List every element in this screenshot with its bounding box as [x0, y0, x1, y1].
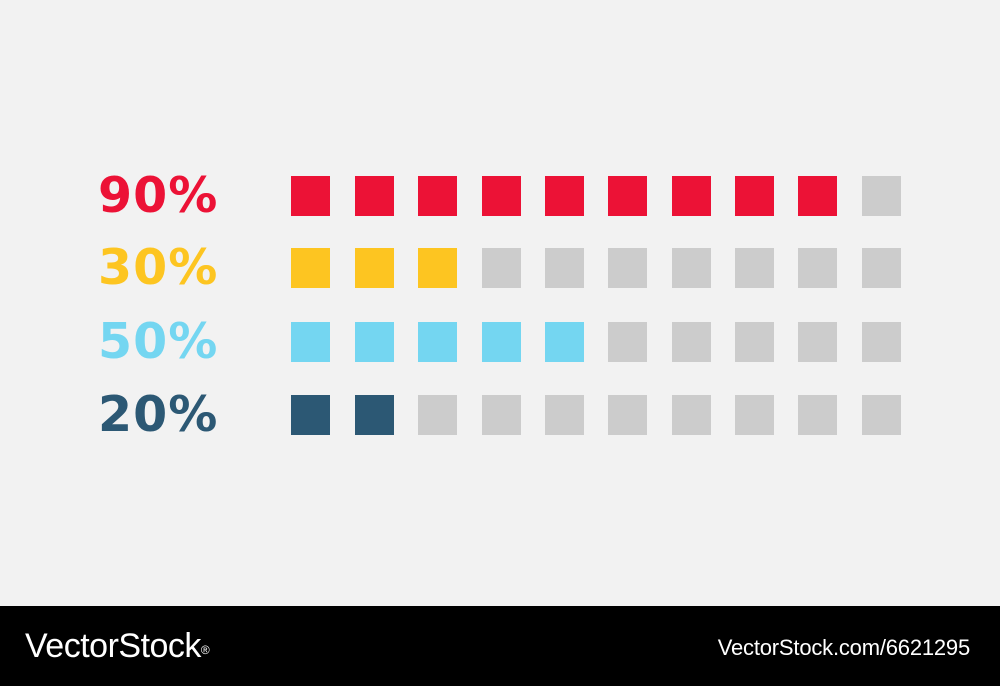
brand-name: VectorStock	[25, 627, 201, 665]
unit-square-filled	[418, 176, 457, 216]
unit-square-filled	[672, 176, 711, 216]
unit-square-empty	[482, 395, 521, 435]
unit-square-filled	[291, 322, 330, 362]
unit-square-empty	[862, 176, 901, 216]
unit-square-filled	[291, 248, 330, 288]
unit-square-filled	[355, 322, 394, 362]
image-id-url: VectorStock.com/6621295	[717, 635, 970, 660]
chart-row: 50%	[0, 316, 1000, 368]
unit-square-empty	[735, 322, 774, 362]
unit-square-empty	[735, 395, 774, 435]
watermark-footer: VectorStock® VectorStock.com/6621295	[0, 606, 1000, 686]
unit-square-empty	[735, 248, 774, 288]
unit-square-filled	[355, 248, 394, 288]
percentage-label: 50%	[98, 313, 219, 370]
unit-square-empty	[608, 248, 647, 288]
unit-square-empty	[672, 322, 711, 362]
chart-row: 30%	[0, 242, 1000, 294]
unit-square-filled	[545, 176, 584, 216]
unit-square-filled	[608, 176, 647, 216]
registered-mark: ®	[200, 643, 210, 657]
percentage-label: 30%	[98, 239, 219, 296]
unit-square-filled	[798, 176, 837, 216]
unit-square-empty	[798, 248, 837, 288]
unit-square-empty	[862, 395, 901, 435]
unit-square-empty	[545, 248, 584, 288]
unit-square-filled	[355, 176, 394, 216]
unit-square-filled	[482, 322, 521, 362]
unit-square-empty	[608, 395, 647, 435]
unit-square-empty	[672, 395, 711, 435]
unit-square-filled	[482, 176, 521, 216]
unit-square-empty	[482, 248, 521, 288]
unit-square-filled	[735, 176, 774, 216]
unit-square-empty	[798, 322, 837, 362]
chart-row: 90%	[0, 170, 1000, 222]
unit-square-filled	[355, 395, 394, 435]
vectorstock-logo: VectorStock®	[25, 626, 210, 666]
unit-square-empty	[862, 248, 901, 288]
unit-square-filled	[291, 176, 330, 216]
percentage-label: 90%	[98, 167, 219, 224]
unit-square-empty	[672, 248, 711, 288]
percentage-infographic: 90% 30% 50% 20%	[0, 169, 1000, 441]
unit-square-filled	[418, 248, 457, 288]
unit-square-empty	[798, 395, 837, 435]
unit-square-empty	[545, 395, 584, 435]
unit-square-empty	[862, 322, 901, 362]
unit-square-filled	[545, 322, 584, 362]
percentage-label: 20%	[98, 386, 219, 443]
chart-row: 20%	[0, 389, 1000, 441]
unit-square-empty	[608, 322, 647, 362]
unit-square-filled	[291, 395, 330, 435]
unit-square-filled	[418, 322, 457, 362]
unit-square-empty	[418, 395, 457, 435]
